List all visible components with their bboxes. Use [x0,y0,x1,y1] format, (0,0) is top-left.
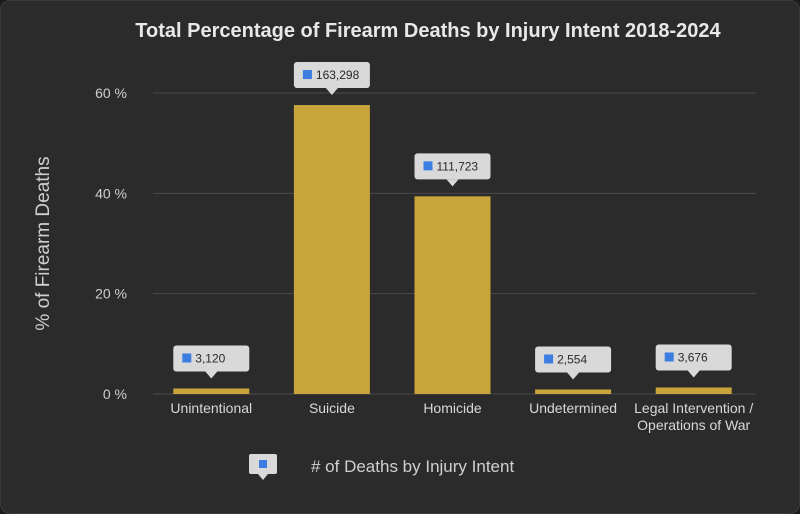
y-tick-label: 0 % [103,386,127,402]
data-label: 3,120 [195,351,225,365]
tooltip-pointer [567,372,580,380]
legend-label: # of Deaths by Injury Intent [311,457,514,476]
tooltip-box [535,346,612,373]
bar [535,389,612,394]
legend-marker [259,460,267,468]
data-label: 163,298 [316,68,360,82]
y-axis-label: % of Firearm Deaths [33,156,54,330]
bar [414,196,491,394]
data-label: 3,676 [678,350,708,364]
tooltip-pointer [205,371,218,379]
x-tick-label: Operations of War [637,417,750,433]
chart-title: Total Percentage of Firearm Deaths by In… [135,20,721,42]
x-tick-label: Unintentional [170,400,252,416]
bar [173,388,250,394]
data-label: 2,554 [557,352,587,366]
y-tick-label: 40 % [95,185,127,201]
x-tick-label: Legal Intervention / [634,400,753,416]
x-tick-label: Homicide [423,400,482,416]
bar [293,105,370,394]
bar [655,387,732,394]
data-label: 111,723 [437,159,479,173]
tooltip-pointer [687,370,700,378]
x-tick-label: Suicide [309,400,355,416]
tooltip-marker [423,161,433,171]
tooltip-marker [302,70,312,80]
tooltip-pointer [325,88,338,96]
tooltip-marker [664,352,674,362]
legend-swatch-pointer [258,474,268,480]
tooltip-marker [544,354,554,364]
tooltip-marker [182,353,192,363]
y-tick-label: 20 % [95,286,127,302]
tooltip-box [173,345,250,372]
tooltip-box [655,344,732,371]
tooltip-box [414,153,491,180]
y-tick-label: 60 % [95,85,127,101]
x-tick-label: Undetermined [529,400,617,416]
tooltip-box [293,62,370,89]
tooltip-pointer [446,179,459,187]
